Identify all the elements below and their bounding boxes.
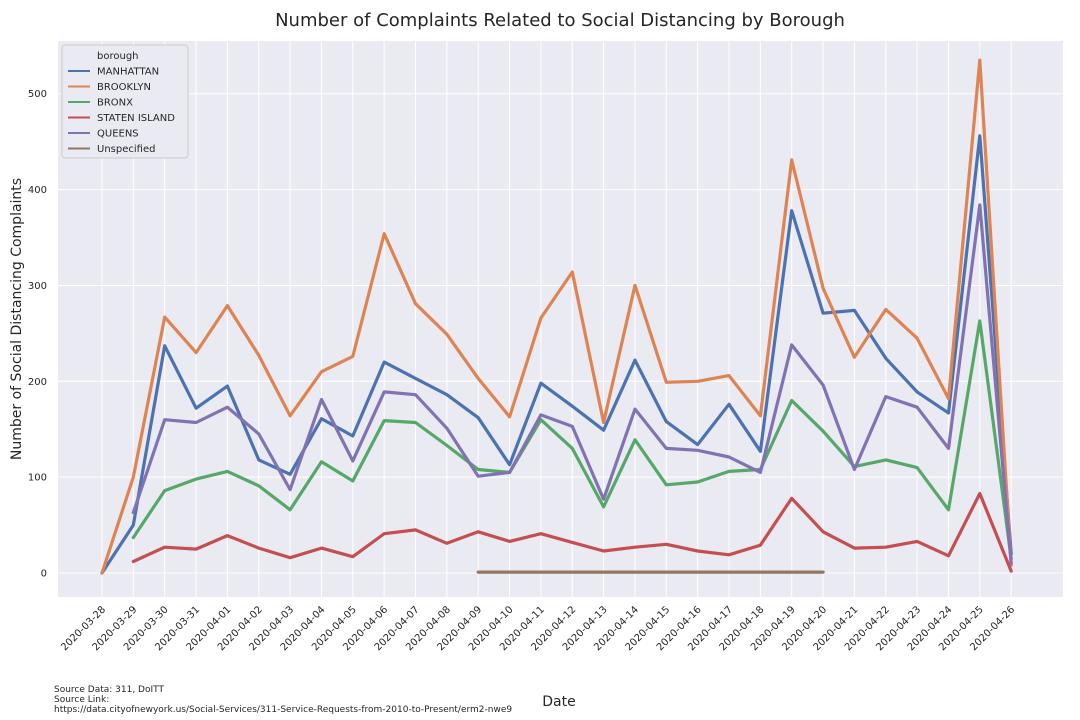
source-data-line: Source Data: 311, DoITT: [54, 685, 164, 695]
series-line-bronx: [131, 319, 1013, 561]
legend-label: BRONX: [97, 98, 133, 109]
plot-area: [58, 41, 1063, 597]
legend-title: borough: [97, 51, 139, 62]
y-tick-label: 500: [28, 89, 47, 100]
y-tick-label: 0: [41, 569, 47, 580]
series-line-queens: [131, 203, 1013, 565]
y-tick-label: 300: [28, 281, 47, 292]
x-tick-labels: 2020-03-282020-03-292020-03-302020-03-31…: [59, 604, 1017, 653]
y-tick-label: 400: [28, 185, 47, 196]
series-line-staten-island: [131, 491, 1013, 573]
legend-label: Unspecified: [97, 144, 155, 155]
legend-label: BROOKLYN: [97, 82, 151, 93]
x-axis-label: Date: [542, 694, 575, 710]
y-tick-labels: 0 100 200 300 400 500: [28, 89, 47, 579]
y-tick-label: 100: [28, 473, 47, 484]
series-lines: [100, 58, 1013, 575]
source-note: Source Data: 311, DoITT Source Link: htt…: [54, 685, 512, 715]
source-link-url: https://data.cityofnewyork.us/Social-Ser…: [54, 705, 512, 715]
legend-label: STATEN ISLAND: [97, 113, 175, 124]
y-tick-label: 200: [28, 377, 47, 388]
legend: borough MANHATTAN BROOKLYN BRONX STATEN ISL…: [61, 44, 189, 159]
source-link-label: Source Link:: [54, 695, 109, 705]
y-axis-label: Number of Social Distancing Complaints: [9, 178, 25, 460]
legend-items: MANHATTAN BROOKLYN BRONX STATEN ISLAND QUEEN…: [68, 67, 175, 155]
legend-box: [61, 44, 189, 159]
legend-label: MANHATTAN: [97, 67, 159, 78]
series-line-manhattan: [100, 134, 1013, 575]
chart-title: Number of Complaints Related to Social D…: [275, 10, 845, 31]
series-line-brooklyn: [100, 58, 1013, 575]
legend-label: QUEENS: [97, 129, 139, 140]
